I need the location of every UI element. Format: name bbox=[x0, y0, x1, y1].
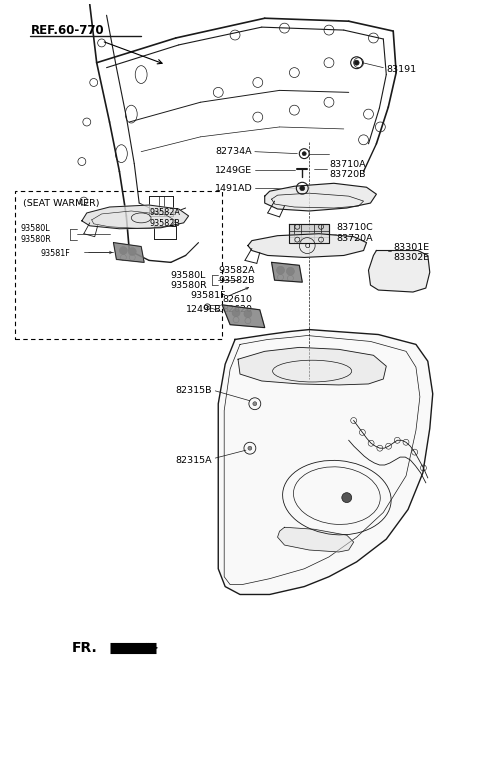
Circle shape bbox=[287, 267, 294, 276]
Text: 1249LB: 1249LB bbox=[186, 305, 221, 314]
Text: 82620: 82620 bbox=[222, 305, 252, 314]
Polygon shape bbox=[272, 263, 302, 282]
Polygon shape bbox=[113, 243, 144, 263]
Circle shape bbox=[354, 60, 359, 65]
Text: O: O bbox=[304, 243, 310, 248]
Text: 1249GE: 1249GE bbox=[216, 166, 252, 175]
Polygon shape bbox=[218, 329, 433, 594]
Polygon shape bbox=[277, 528, 354, 552]
Text: 83720A: 83720A bbox=[337, 234, 373, 243]
Circle shape bbox=[276, 266, 285, 274]
Text: 82610: 82610 bbox=[222, 295, 252, 304]
Text: 82734A: 82734A bbox=[216, 147, 252, 156]
Text: 83302E: 83302E bbox=[393, 253, 429, 262]
Text: 93582A: 93582A bbox=[218, 266, 255, 275]
Polygon shape bbox=[264, 183, 376, 211]
Polygon shape bbox=[369, 250, 430, 292]
Text: 93580R: 93580R bbox=[171, 281, 207, 290]
Text: 1491AD: 1491AD bbox=[216, 184, 253, 193]
Circle shape bbox=[244, 310, 252, 318]
Text: 93582A: 93582A bbox=[149, 209, 180, 217]
Text: 83191: 83191 bbox=[386, 65, 417, 74]
Text: FR.: FR. bbox=[72, 641, 98, 655]
Text: 93580L: 93580L bbox=[171, 271, 206, 280]
Circle shape bbox=[248, 446, 252, 450]
Circle shape bbox=[342, 493, 352, 502]
Text: 83301E: 83301E bbox=[393, 243, 429, 252]
Circle shape bbox=[253, 402, 257, 406]
Polygon shape bbox=[238, 348, 386, 385]
Text: 83720B: 83720B bbox=[329, 170, 365, 179]
Polygon shape bbox=[248, 234, 367, 257]
Circle shape bbox=[120, 247, 127, 254]
Circle shape bbox=[300, 186, 305, 191]
Text: REF.60-770: REF.60-770 bbox=[30, 24, 104, 36]
Text: 93580L: 93580L bbox=[21, 224, 50, 233]
Text: 93580R: 93580R bbox=[21, 235, 51, 244]
Circle shape bbox=[232, 309, 240, 317]
Circle shape bbox=[302, 152, 306, 156]
Text: 83710A: 83710A bbox=[329, 160, 366, 169]
Text: 93581F: 93581F bbox=[40, 249, 70, 258]
FancyBboxPatch shape bbox=[14, 191, 222, 339]
Polygon shape bbox=[289, 224, 329, 243]
Text: 82315A: 82315A bbox=[176, 455, 212, 465]
Text: (SEAT WARMER): (SEAT WARMER) bbox=[23, 199, 99, 208]
Text: 93582B: 93582B bbox=[218, 276, 255, 285]
Text: 83710C: 83710C bbox=[337, 223, 373, 232]
Polygon shape bbox=[82, 205, 189, 228]
Text: 93582B: 93582B bbox=[149, 219, 180, 228]
Text: 93581F: 93581F bbox=[191, 291, 226, 301]
Polygon shape bbox=[222, 305, 264, 328]
Circle shape bbox=[128, 247, 136, 256]
Text: 82315B: 82315B bbox=[176, 386, 212, 395]
